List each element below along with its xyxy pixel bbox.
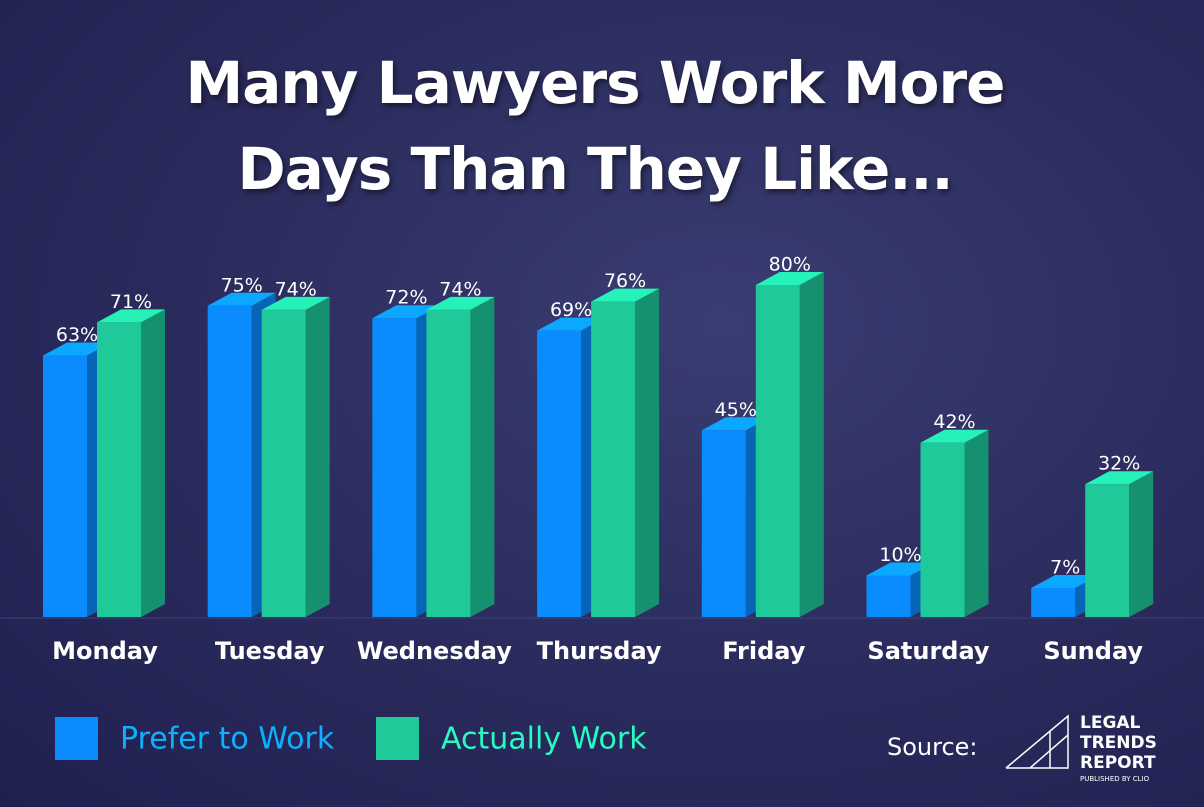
legend-swatch [55, 717, 98, 760]
logo-text: TRENDS [1080, 733, 1157, 753]
data-label: 80% [769, 254, 811, 276]
data-label: 71% [110, 291, 152, 313]
bar [1085, 471, 1154, 617]
data-label: 42% [933, 411, 975, 433]
data-label: 63% [56, 324, 98, 346]
data-label: 74% [439, 278, 481, 300]
chart-title: Many Lawyers Work More Days Than They Li… [185, 49, 1006, 203]
data-label: 72% [385, 287, 427, 309]
data-label: 75% [221, 274, 263, 296]
logo-tagline: PUBLISHED BY CLIO [1080, 775, 1150, 783]
logo-text: REPORT [1080, 753, 1156, 773]
data-label: 74% [275, 278, 317, 300]
legend-label: Actually Work [441, 722, 647, 757]
x-tick-label: Sunday [1043, 637, 1143, 665]
data-label: 7% [1050, 556, 1080, 578]
data-label: 10% [879, 544, 921, 566]
x-tick-label: Monday [52, 637, 158, 665]
source-label: Source: [887, 733, 978, 761]
bar [426, 296, 495, 617]
data-label: 32% [1098, 453, 1140, 475]
x-tick-label: Thursday [537, 637, 662, 665]
bar [591, 288, 660, 617]
bar [755, 272, 824, 617]
logo-text: LEGAL [1080, 713, 1141, 733]
legend-label: Prefer to Work [120, 722, 335, 757]
data-label: 69% [550, 299, 592, 321]
data-label: 45% [715, 399, 757, 421]
bar [920, 429, 989, 617]
bar [97, 309, 165, 617]
x-tick-label: Saturday [867, 637, 990, 665]
data-label: 76% [604, 270, 646, 292]
bar [261, 296, 330, 617]
x-tick-label: Friday [722, 637, 806, 665]
logo-mark [1005, 714, 1069, 769]
legend-swatch [376, 717, 419, 760]
x-tick-label: Tuesday [215, 637, 325, 665]
x-tick-label: Wednesday [357, 637, 512, 665]
